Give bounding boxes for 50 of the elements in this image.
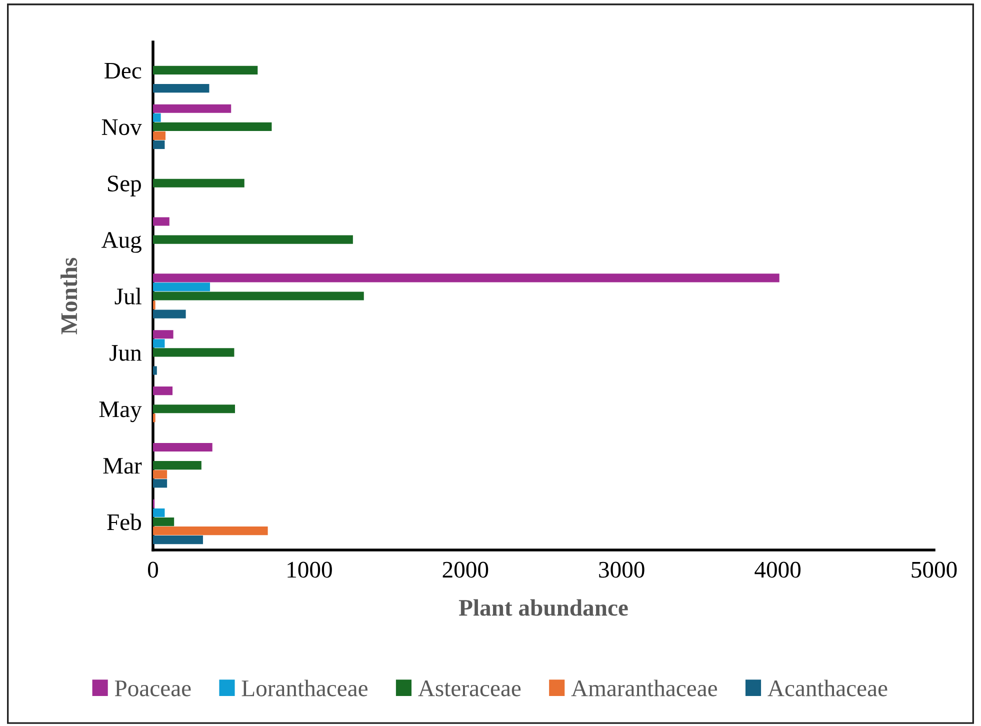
bar <box>153 404 236 414</box>
y-tick-label: Jun <box>110 345 142 361</box>
bar <box>153 235 353 244</box>
x-tick-label: 3000 <box>599 562 644 578</box>
bar <box>153 274 780 282</box>
bar <box>153 84 210 93</box>
legend-label: Acanthaceae <box>768 680 888 696</box>
bar <box>153 310 186 318</box>
bar <box>153 122 272 131</box>
legend-label: Loranthaceae <box>242 680 368 696</box>
bar <box>153 292 364 300</box>
bar <box>153 66 258 75</box>
legend-label: Poaceae <box>114 680 191 696</box>
bar <box>153 217 170 226</box>
y-tick-label: Nov <box>102 119 142 136</box>
x-tick-label: 2000 <box>442 562 488 578</box>
x-tick-label: 1000 <box>288 562 332 578</box>
bar <box>153 178 244 188</box>
x-tick-label: 0 <box>148 562 158 578</box>
x-tick-label: 4000 <box>754 562 801 578</box>
y-tick-label: Aug <box>101 232 142 253</box>
x-tick-label: 5000 <box>912 562 957 578</box>
bar <box>153 442 212 452</box>
bar <box>153 348 234 357</box>
bar <box>153 517 174 526</box>
bar <box>153 140 165 150</box>
bar <box>153 461 202 470</box>
bar <box>153 470 168 479</box>
y-tick-label: Jul <box>114 288 142 304</box>
y-tick-label: Dec <box>104 62 142 79</box>
bar <box>153 104 232 113</box>
bar <box>153 536 203 544</box>
bar <box>153 366 157 375</box>
bar <box>153 508 165 518</box>
bar <box>153 282 210 292</box>
bar <box>153 479 168 488</box>
bar <box>153 339 165 348</box>
x-axis-title: Plant abundance <box>458 599 628 616</box>
bar <box>153 131 166 140</box>
bar <box>153 526 268 536</box>
y-tick-label: Mar <box>103 458 142 474</box>
y-tick-label: May <box>99 402 142 422</box>
bar <box>153 113 161 122</box>
bar <box>153 386 173 396</box>
y-axis-title: Months <box>60 258 78 334</box>
bar <box>153 330 174 339</box>
legend-label: Amaranthaceae <box>571 680 718 696</box>
y-tick-label: Feb <box>107 514 141 530</box>
legend-label: Asteraceae <box>418 680 521 696</box>
y-tick-label: Sep <box>108 176 141 196</box>
